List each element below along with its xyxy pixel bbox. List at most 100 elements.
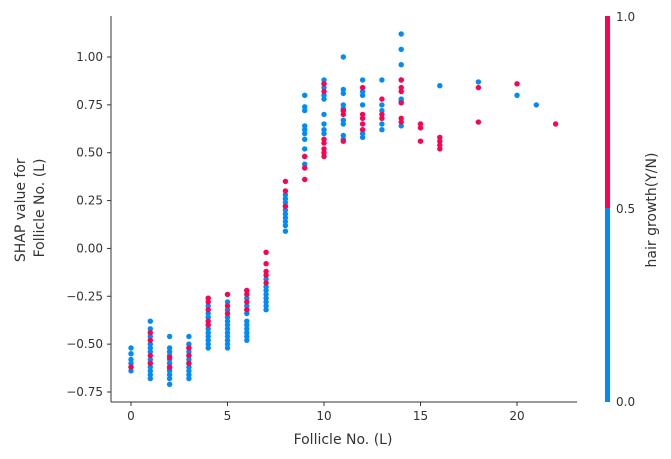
scatter-point [321, 121, 327, 127]
scatter-point [359, 111, 366, 118]
y-tick-label: 0.25 [76, 194, 103, 208]
scatter-point [166, 372, 173, 378]
scatter-point [205, 314, 211, 320]
scatter-point [340, 117, 346, 123]
scatter-point [321, 146, 327, 152]
scatter-point [282, 196, 289, 202]
y-axis-label-line-2: Follicle No. (L) [32, 159, 48, 258]
scatter-point [321, 127, 327, 133]
scatter-point [147, 330, 153, 336]
scatter-point [186, 341, 192, 347]
scatter-point [302, 136, 308, 142]
y-tick-label: −0.50 [66, 337, 103, 351]
scatter-point [128, 368, 134, 374]
scatter-point [263, 295, 269, 301]
scatter-point [224, 333, 231, 340]
scatter-point [186, 375, 192, 382]
scatter-point [205, 322, 211, 328]
scatter-point [244, 295, 250, 301]
scatter-point [186, 356, 192, 363]
scatter-point [359, 84, 366, 91]
scatter-point [340, 54, 346, 60]
scatter-point [533, 102, 539, 108]
scatter-point [224, 291, 231, 298]
colorbar-label: hair growth(Y/N) [644, 153, 660, 268]
scatter-point [205, 341, 211, 347]
scatter-point [359, 92, 366, 99]
scatter-point [321, 92, 327, 99]
scatter-point [244, 318, 250, 324]
scatter-point [128, 364, 134, 370]
scatter-point [244, 303, 250, 309]
x-tick-label: 0 [127, 409, 135, 423]
points-layer [128, 31, 559, 387]
colorbar-low-segment [605, 208, 610, 402]
scatter-point [359, 127, 366, 133]
scatter-point [147, 360, 153, 366]
scatter-point [302, 146, 308, 152]
scatter-point [437, 83, 443, 89]
scatter-point [147, 341, 153, 347]
scatter-point [263, 307, 269, 313]
scatter-point [263, 276, 269, 282]
y-tick-label: −0.25 [66, 289, 103, 303]
x-tick-label: 5 [224, 409, 232, 423]
colorbar-tick-mid: 0.5 [616, 202, 635, 216]
scatter-point [128, 356, 134, 363]
x-axis-ticks: 0 5 10 15 20 [127, 402, 525, 423]
scatter-point [379, 115, 385, 122]
scatter-point [263, 261, 269, 267]
scatter-point [282, 215, 289, 221]
colorbar-tick-high: 1.0 [616, 10, 635, 24]
scatter-point [417, 125, 424, 131]
scatter-point [340, 138, 346, 144]
scatter-point [514, 81, 520, 87]
scatter-point [282, 222, 289, 229]
scatter-point [205, 318, 211, 324]
scatter-point [205, 330, 211, 336]
y-tick-label: 1.00 [76, 50, 103, 64]
scatter-point [224, 310, 231, 317]
scatter-point [398, 84, 404, 91]
scatter-point [186, 368, 192, 374]
scatter-point [205, 345, 211, 351]
scatter-point [302, 123, 308, 129]
scatter-point [398, 77, 404, 83]
y-axis-label: SHAP value for Follicle No. (L) [13, 154, 48, 262]
scatter-point [282, 228, 289, 234]
scatter-point [321, 136, 327, 142]
scatter-point [437, 134, 443, 141]
scatter-point [437, 146, 443, 152]
scatter-point [205, 310, 211, 317]
scatter-point [224, 326, 231, 332]
scatter-point [321, 150, 327, 156]
scatter-point [166, 364, 173, 370]
scatter-point [302, 176, 308, 183]
y-axis-ticks: −0.75 −0.50 −0.25 0.00 0.25 0.50 0.75 1.00 [66, 50, 111, 399]
scatter-point [166, 349, 173, 355]
scatter-point [282, 199, 289, 206]
scatter-point [398, 100, 404, 106]
scatter-point [379, 107, 385, 114]
scatter-point [224, 318, 231, 324]
scatter-point [263, 280, 269, 286]
scatter-point [244, 299, 250, 305]
scatter-point [166, 381, 173, 387]
scatter-point [398, 115, 404, 122]
scatter-point [166, 333, 173, 340]
scatter-point [205, 303, 211, 309]
scatter-point [147, 349, 153, 355]
scatter-point [244, 322, 250, 328]
scatter-point [475, 119, 482, 125]
scatter-point [205, 299, 211, 305]
scatter-point [340, 102, 346, 108]
scatter-point [321, 111, 327, 118]
scatter-point [263, 272, 269, 278]
scatter-point [147, 375, 153, 382]
scatter-point [359, 102, 366, 108]
scatter-point [263, 249, 269, 255]
scatter-point [340, 132, 346, 139]
scatter-point [475, 79, 482, 85]
scatter-point [398, 61, 404, 68]
